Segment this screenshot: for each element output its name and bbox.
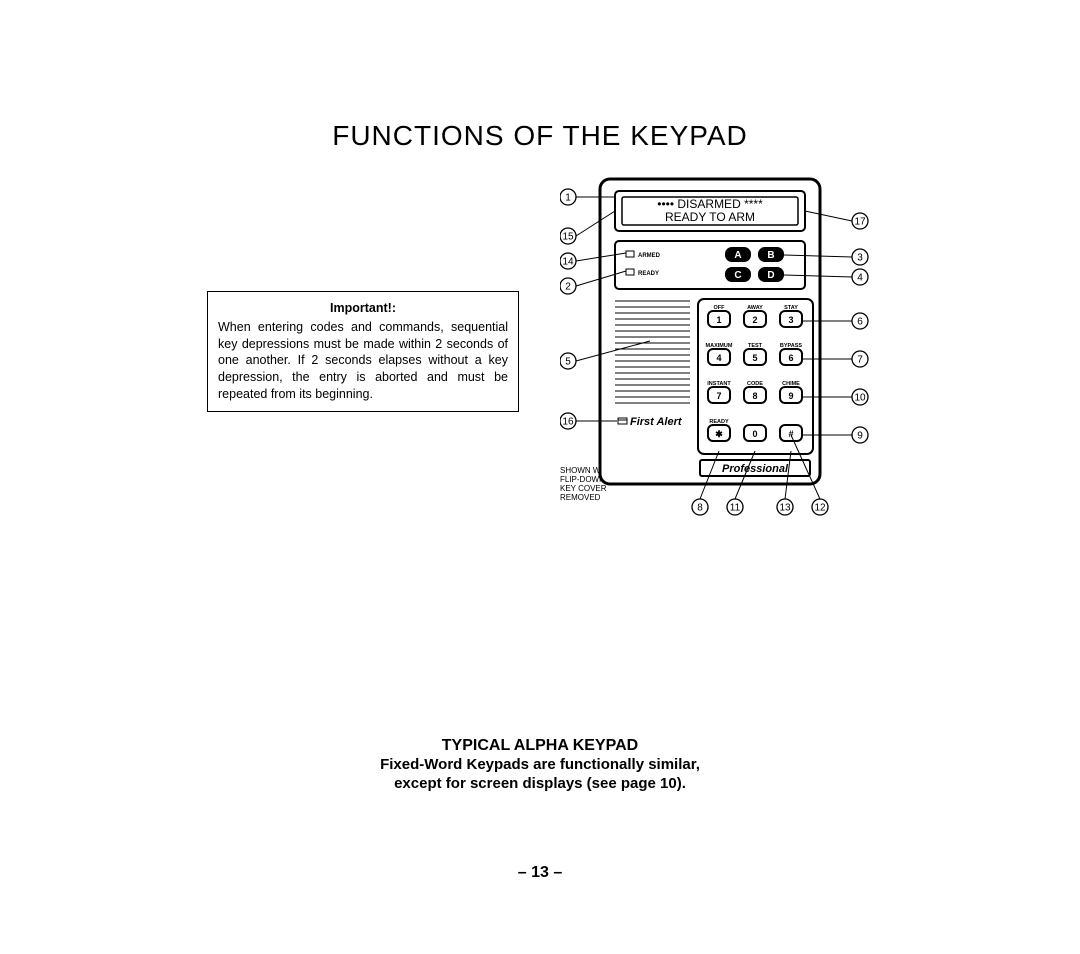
- diagram-subcaption2: except for screen displays (see page 10)…: [0, 774, 1080, 794]
- page-title: FUNCTIONS OF THE KEYPAD: [0, 120, 1080, 152]
- callout-number: 16: [562, 416, 574, 427]
- armed-led-label: ARMED: [638, 253, 661, 259]
- diagram-caption: TYPICAL ALPHA KEYPAD: [0, 737, 1080, 755]
- callout-number: 11: [730, 502, 741, 513]
- callout-number: 6: [857, 316, 863, 327]
- keypad-key-text[interactable]: 7: [716, 391, 721, 401]
- important-box: Important!: When entering codes and comm…: [207, 291, 519, 412]
- callout-number: 5: [565, 356, 571, 367]
- keypad-key-text[interactable]: ✱: [715, 429, 723, 439]
- callout-number: 14: [562, 256, 574, 267]
- diagram-subcaption1: Fixed-Word Keypads are functionally simi…: [0, 755, 1080, 775]
- callout-number: 10: [854, 392, 866, 403]
- keypad-key-text[interactable]: 1: [716, 315, 721, 325]
- callout-number: 9: [857, 430, 863, 441]
- professional-badge: Professional: [722, 463, 789, 475]
- callout-number: 13: [779, 502, 791, 513]
- keypad-key-text[interactable]: 3: [788, 315, 793, 325]
- brand-label: First Alert: [630, 416, 683, 428]
- keypad-key-text[interactable]: 4: [716, 353, 721, 363]
- keypad-key-text[interactable]: 0: [752, 429, 757, 439]
- keypad-key-text[interactable]: 2: [752, 315, 757, 325]
- callout-number: 7: [857, 354, 863, 365]
- page-number: – 13 –: [0, 864, 1080, 882]
- callout-number: 3: [857, 252, 863, 263]
- callout-number: 12: [814, 502, 826, 513]
- keypad-key-text[interactable]: 9: [788, 391, 793, 401]
- important-heading: Important!:: [218, 300, 508, 317]
- callout-number: 1: [565, 192, 571, 203]
- keypad-diagram: •••• DISARMED **** READY TO ARM ARMED RE…: [560, 171, 910, 531]
- keypad-key-text[interactable]: 8: [752, 391, 757, 401]
- key-a[interactable]: A: [734, 250, 741, 261]
- callout-number: 15: [562, 231, 574, 242]
- display-line2: READY TO ARM: [665, 210, 755, 224]
- keypad-key-text[interactable]: #: [788, 429, 793, 439]
- important-body: When entering codes and commands, sequen…: [218, 319, 508, 403]
- callout-number: 2: [565, 281, 571, 292]
- keypad-key-text[interactable]: 6: [788, 353, 793, 363]
- callout-number: 4: [857, 272, 863, 283]
- key-d[interactable]: D: [767, 270, 774, 281]
- keypad-key-text[interactable]: 5: [752, 353, 757, 363]
- display-line1: •••• DISARMED ****: [657, 197, 763, 211]
- key-b[interactable]: B: [767, 250, 774, 261]
- ready-led-label: READY: [638, 271, 659, 277]
- key-c[interactable]: C: [734, 270, 741, 281]
- callout-number: 8: [697, 502, 703, 513]
- callout-number: 17: [854, 216, 866, 227]
- diagram-area: Important!: When entering codes and comm…: [0, 171, 1080, 731]
